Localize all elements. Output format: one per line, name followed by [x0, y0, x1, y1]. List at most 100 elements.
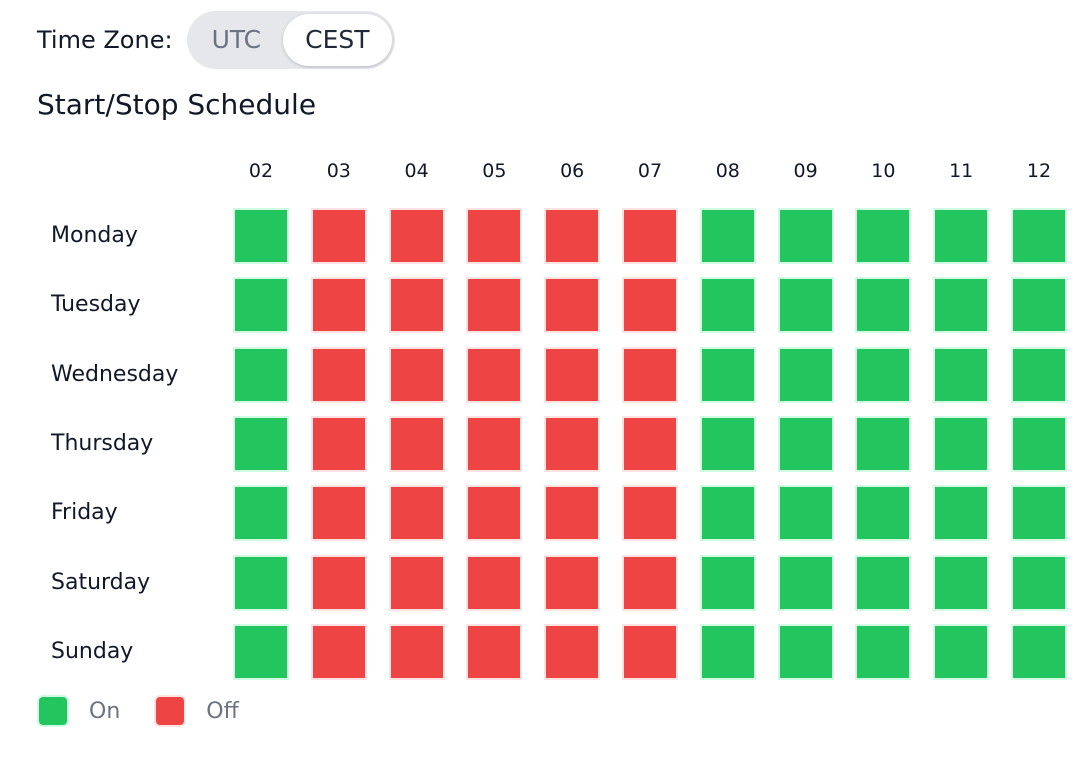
schedule-cell-friday-07[interactable] — [622, 485, 678, 542]
schedule-cell-saturday-09[interactable] — [777, 554, 834, 611]
schedule-cell-monday-08[interactable] — [699, 208, 756, 264]
timezone-row: Time Zone: UTC CEST — [37, 11, 395, 69]
schedule-cell-thursday-06[interactable] — [544, 415, 601, 472]
schedule-title: Start/Stop Schedule — [37, 88, 317, 121]
schedule-cell-sunday-05[interactable] — [466, 623, 523, 680]
schedule-cell-monday-05[interactable] — [466, 208, 523, 264]
schedule-cell-thursday-04[interactable] — [388, 415, 445, 472]
legend-item-on: On — [37, 695, 120, 727]
schedule-cell-sunday-03[interactable] — [310, 623, 367, 680]
timezone-toggle: UTC CEST — [186, 11, 395, 69]
schedule-cell-saturday-08[interactable] — [699, 554, 756, 611]
day-label-wednesday: Wednesday — [51, 361, 179, 387]
schedule-cell-tuesday-06[interactable] — [544, 277, 601, 334]
hour-label-09: 09 — [793, 160, 818, 182]
schedule-cell-sunday-02[interactable] — [233, 623, 289, 680]
schedule-cell-thursday-09[interactable] — [777, 415, 834, 472]
schedule-cell-tuesday-09[interactable] — [777, 277, 834, 334]
schedule-cell-thursday-10[interactable] — [855, 415, 912, 472]
legend-label-on: On — [89, 698, 121, 724]
schedule-cell-friday-12[interactable] — [1011, 485, 1067, 542]
schedule-cell-saturday-04[interactable] — [388, 554, 445, 611]
schedule-cell-tuesday-11[interactable] — [933, 277, 990, 334]
schedule-cell-friday-05[interactable] — [466, 485, 523, 542]
schedule-cell-monday-09[interactable] — [777, 208, 834, 264]
schedule-cell-sunday-07[interactable] — [622, 623, 678, 680]
schedule-cell-saturday-07[interactable] — [622, 554, 678, 611]
day-label-thursday: Thursday — [51, 430, 154, 456]
schedule-cell-tuesday-04[interactable] — [388, 277, 445, 334]
hour-label-06: 06 — [560, 160, 585, 182]
schedule-cell-monday-06[interactable] — [544, 208, 601, 264]
schedule-cell-thursday-12[interactable] — [1011, 415, 1067, 472]
schedule-cell-friday-09[interactable] — [777, 485, 834, 542]
schedule-cell-friday-03[interactable] — [310, 485, 367, 542]
timezone-option-cest[interactable]: CEST — [283, 14, 392, 66]
schedule-cell-monday-12[interactable] — [1011, 208, 1067, 264]
schedule-cell-wednesday-09[interactable] — [777, 346, 834, 403]
schedule-cell-tuesday-10[interactable] — [855, 277, 912, 334]
day-label-monday: Monday — [51, 223, 138, 248]
schedule-cell-friday-02[interactable] — [233, 485, 289, 542]
schedule-cell-monday-11[interactable] — [933, 208, 990, 264]
schedule-cell-friday-04[interactable] — [388, 485, 445, 542]
schedule-cell-sunday-08[interactable] — [699, 623, 756, 680]
schedule-cell-monday-07[interactable] — [622, 208, 678, 264]
schedule-cell-wednesday-04[interactable] — [388, 346, 445, 403]
day-label-friday: Friday — [51, 500, 118, 526]
schedule-cell-monday-03[interactable] — [310, 208, 367, 264]
schedule-cell-monday-04[interactable] — [388, 208, 445, 264]
schedule-cell-wednesday-03[interactable] — [310, 346, 367, 403]
schedule-cell-wednesday-12[interactable] — [1011, 346, 1067, 403]
schedule-cell-thursday-08[interactable] — [699, 415, 756, 472]
schedule-cell-wednesday-06[interactable] — [544, 346, 601, 403]
legend: On Off — [37, 695, 273, 727]
timezone-label: Time Zone: — [37, 26, 173, 54]
hour-label-10: 10 — [871, 160, 896, 182]
schedule-cell-thursday-02[interactable] — [233, 415, 289, 472]
schedule-cell-thursday-11[interactable] — [933, 415, 990, 472]
hour-label-08: 08 — [715, 160, 740, 182]
schedule-cell-friday-10[interactable] — [855, 485, 912, 542]
schedule-cell-wednesday-05[interactable] — [466, 346, 523, 403]
schedule-cell-sunday-06[interactable] — [544, 623, 601, 680]
schedule-cell-tuesday-05[interactable] — [466, 277, 523, 334]
schedule-cell-sunday-04[interactable] — [388, 623, 445, 680]
schedule-cell-sunday-12[interactable] — [1011, 623, 1067, 680]
schedule-cell-tuesday-07[interactable] — [622, 277, 678, 334]
schedule-cell-saturday-06[interactable] — [544, 554, 601, 611]
schedule-cell-friday-08[interactable] — [699, 485, 756, 542]
legend-label-off: Off — [206, 698, 239, 724]
schedule-cell-saturday-12[interactable] — [1011, 554, 1067, 611]
schedule-cell-thursday-03[interactable] — [310, 415, 367, 472]
schedule-cell-tuesday-08[interactable] — [699, 277, 756, 334]
schedule-cell-saturday-10[interactable] — [855, 554, 912, 611]
schedule-cell-wednesday-11[interactable] — [933, 346, 990, 403]
schedule-cell-tuesday-02[interactable] — [233, 277, 289, 334]
schedule-cell-friday-11[interactable] — [933, 485, 990, 542]
schedule-cell-saturday-11[interactable] — [933, 554, 990, 611]
schedule-cell-saturday-02[interactable] — [233, 554, 289, 611]
schedule-cell-thursday-05[interactable] — [466, 415, 523, 472]
schedule-cell-thursday-07[interactable] — [622, 415, 678, 472]
schedule-cell-sunday-11[interactable] — [933, 623, 990, 680]
schedule-cell-saturday-05[interactable] — [466, 554, 523, 611]
timezone-option-utc[interactable]: UTC — [211, 25, 262, 54]
schedule-cell-sunday-10[interactable] — [855, 623, 912, 680]
schedule-cell-friday-06[interactable] — [544, 485, 601, 542]
schedule-cell-wednesday-08[interactable] — [699, 346, 756, 403]
schedule-cell-wednesday-07[interactable] — [622, 346, 678, 403]
schedule-cell-saturday-03[interactable] — [310, 554, 367, 611]
hour-label-03: 03 — [326, 160, 351, 182]
schedule-cell-tuesday-03[interactable] — [310, 277, 367, 334]
schedule-cell-tuesday-12[interactable] — [1011, 277, 1067, 334]
schedule-cell-monday-02[interactable] — [233, 208, 289, 264]
day-label-sunday: Sunday — [51, 638, 134, 664]
hour-label-04: 04 — [404, 160, 429, 182]
schedule-cell-sunday-09[interactable] — [777, 623, 834, 680]
schedule-cell-wednesday-10[interactable] — [855, 346, 912, 403]
schedule-cell-wednesday-02[interactable] — [233, 346, 289, 403]
hour-label-07: 07 — [637, 160, 663, 182]
schedule-cell-monday-10[interactable] — [855, 208, 912, 264]
day-label-saturday: Saturday — [51, 569, 151, 595]
